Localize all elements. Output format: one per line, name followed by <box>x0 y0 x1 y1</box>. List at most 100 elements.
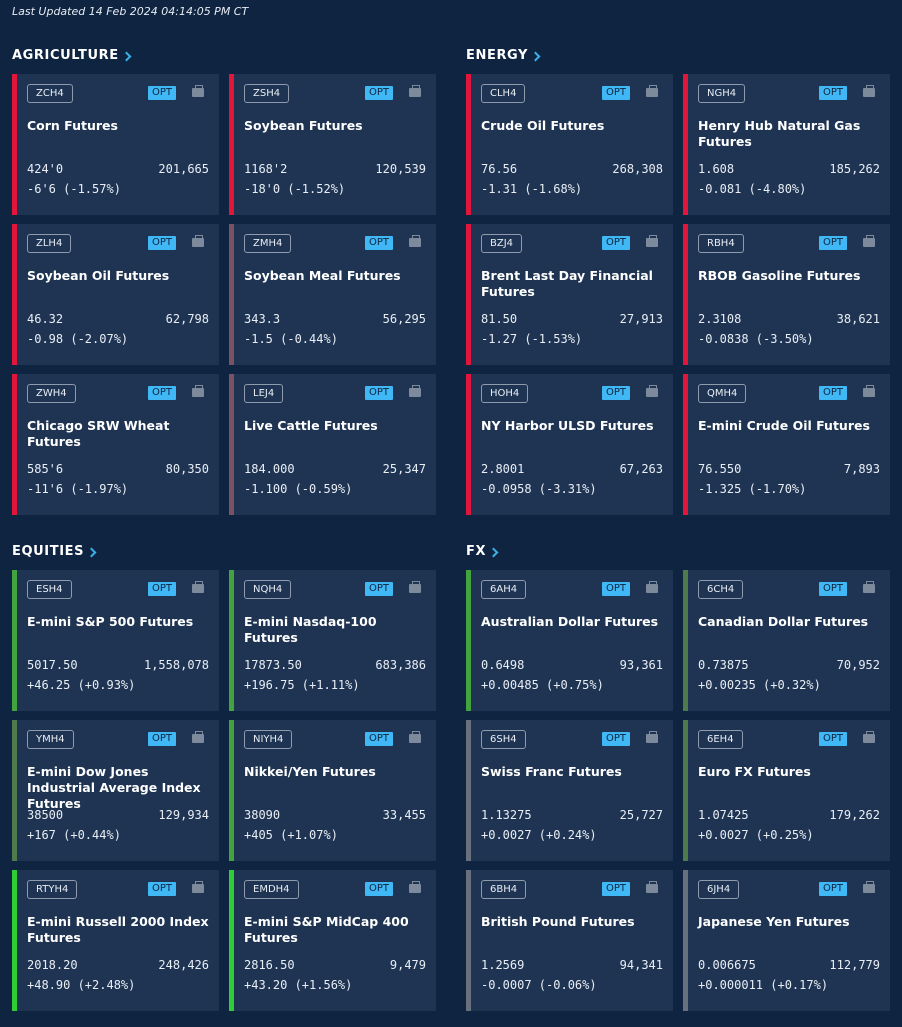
section-title-agriculture[interactable]: AGRICULTURE <box>12 48 132 63</box>
contract-code-badge[interactable]: ZCH4 <box>27 84 73 103</box>
futures-card[interactable]: 6JH4 OPT Japanese Yen Futures 0.006675 112,7… <box>683 870 890 1011</box>
futures-card[interactable]: ZWH4 OPT Chicago SRW Wheat Futures 585'6 80,… <box>12 374 219 515</box>
contract-code-badge[interactable]: EMDH4 <box>244 880 299 899</box>
options-badge[interactable]: OPT <box>819 582 848 596</box>
briefcase-icon[interactable] <box>646 235 658 247</box>
contract-code-badge[interactable]: 6CH4 <box>698 580 744 599</box>
contract-code-badge[interactable]: ZLH4 <box>27 234 72 253</box>
briefcase-icon[interactable] <box>409 85 421 97</box>
options-badge[interactable]: OPT <box>602 236 631 250</box>
briefcase-icon[interactable] <box>409 731 421 743</box>
options-badge[interactable]: OPT <box>819 882 848 896</box>
section-title-equities[interactable]: EQUITIES <box>12 544 97 559</box>
contract-code-badge[interactable]: ZWH4 <box>27 384 76 403</box>
options-badge[interactable]: OPT <box>819 236 848 250</box>
briefcase-icon[interactable] <box>192 235 204 247</box>
futures-card[interactable]: NGH4 OPT Henry Hub Natural Gas Futures 1.60… <box>683 74 890 215</box>
contract-code-badge[interactable]: 6AH4 <box>481 580 527 599</box>
futures-card[interactable]: ZLH4 OPT Soybean Oil Futures 46.32 62,798 -0.… <box>12 224 219 365</box>
futures-card[interactable]: YMH4 OPT E-mini Dow Jones Industrial Avera… <box>12 720 219 861</box>
options-badge[interactable]: OPT <box>602 732 631 746</box>
contract-code-badge[interactable]: 6BH4 <box>481 880 527 899</box>
futures-card[interactable]: CLH4 OPT Crude Oil Futures 76.56 268,308 -1.3… <box>466 74 673 215</box>
futures-card[interactable]: 6SH4 OPT Swiss Franc Futures 1.13275 25,727 +… <box>466 720 673 861</box>
briefcase-icon[interactable] <box>646 85 658 97</box>
options-badge[interactable]: OPT <box>365 732 394 746</box>
options-badge[interactable]: OPT <box>148 582 177 596</box>
futures-card[interactable]: 6BH4 OPT British Pound Futures 1.2569 94,341… <box>466 870 673 1011</box>
contract-code-badge[interactable]: CLH4 <box>481 84 526 103</box>
options-badge[interactable]: OPT <box>148 732 177 746</box>
futures-card[interactable]: 6AH4 OPT Australian Dollar Futures 0.6498 93… <box>466 570 673 711</box>
options-badge[interactable]: OPT <box>819 386 848 400</box>
futures-card[interactable]: HOH4 OPT NY Harbor ULSD Futures 2.8001 67,26… <box>466 374 673 515</box>
briefcase-icon[interactable] <box>863 385 875 397</box>
futures-card[interactable]: 6EH4 OPT Euro FX Futures 1.07425 179,262 +0.0… <box>683 720 890 861</box>
briefcase-icon[interactable] <box>409 881 421 893</box>
futures-card[interactable]: NQH4 OPT E-mini Nasdaq-100 Futures 17873.50… <box>229 570 436 711</box>
briefcase-icon[interactable] <box>409 385 421 397</box>
options-badge[interactable]: OPT <box>602 582 631 596</box>
options-badge[interactable]: OPT <box>365 582 394 596</box>
briefcase-icon[interactable] <box>409 581 421 593</box>
options-badge[interactable]: OPT <box>602 882 631 896</box>
briefcase-icon[interactable] <box>863 881 875 893</box>
futures-card[interactable]: ESH4 OPT E-mini S&P 500 Futures 5017.50 1,55… <box>12 570 219 711</box>
briefcase-icon[interactable] <box>863 731 875 743</box>
briefcase-icon[interactable] <box>192 581 204 593</box>
contract-code-badge[interactable]: ZMH4 <box>244 234 292 253</box>
contract-code-badge[interactable]: 6SH4 <box>481 730 526 749</box>
briefcase-icon[interactable] <box>863 235 875 247</box>
contract-code-badge[interactable]: YMH4 <box>27 730 74 749</box>
section-title-energy[interactable]: ENERGY <box>466 48 541 63</box>
futures-card[interactable]: QMH4 OPT E-mini Crude Oil Futures 76.550 7,8… <box>683 374 890 515</box>
options-badge[interactable]: OPT <box>148 882 177 896</box>
options-badge[interactable]: OPT <box>365 236 394 250</box>
contract-code-badge[interactable]: ESH4 <box>27 580 72 599</box>
briefcase-icon[interactable] <box>192 85 204 97</box>
contract-code-badge[interactable]: RTYH4 <box>27 880 78 899</box>
contract-code-badge[interactable]: ZSH4 <box>244 84 290 103</box>
briefcase-icon[interactable] <box>192 385 204 397</box>
contract-code-badge[interactable]: 6JH4 <box>698 880 740 899</box>
futures-card[interactable]: 6CH4 OPT Canadian Dollar Futures 0.73875 70,… <box>683 570 890 711</box>
futures-card[interactable]: EMDH4 OPT E-mini S&P MidCap 400 Futures 281… <box>229 870 436 1011</box>
contract-code-badge[interactable]: HOH4 <box>481 384 529 403</box>
futures-card[interactable]: ZSH4 OPT Soybean Futures 1168'2 120,539 -18'0… <box>229 74 436 215</box>
section-title-fx[interactable]: FX <box>466 544 499 559</box>
futures-card[interactable]: RBH4 OPT RBOB Gasoline Futures 2.3108 38,621… <box>683 224 890 365</box>
contract-code-badge[interactable]: NQH4 <box>244 580 292 599</box>
briefcase-icon[interactable] <box>863 581 875 593</box>
options-badge[interactable]: OPT <box>365 882 394 896</box>
briefcase-icon[interactable] <box>409 235 421 247</box>
briefcase-icon[interactable] <box>192 731 204 743</box>
options-badge[interactable]: OPT <box>148 236 177 250</box>
options-badge[interactable]: OPT <box>365 386 394 400</box>
contract-code-badge[interactable]: QMH4 <box>698 384 747 403</box>
futures-card[interactable]: LEJ4 OPT Live Cattle Futures 184.000 25,347 -… <box>229 374 436 515</box>
contract-code-badge[interactable]: NIYH4 <box>244 730 293 749</box>
briefcase-icon[interactable] <box>646 881 658 893</box>
options-badge[interactable]: OPT <box>148 86 177 100</box>
futures-card[interactable]: ZCH4 OPT Corn Futures 424'0 201,665 -6'6 (-1.… <box>12 74 219 215</box>
contract-code-badge[interactable]: BZJ4 <box>481 234 523 253</box>
briefcase-icon[interactable] <box>192 881 204 893</box>
contract-code-badge[interactable]: NGH4 <box>698 84 746 103</box>
futures-card[interactable]: RTYH4 OPT E-mini Russell 2000 Index Future… <box>12 870 219 1011</box>
options-badge[interactable]: OPT <box>148 386 177 400</box>
briefcase-icon[interactable] <box>646 731 658 743</box>
options-badge[interactable]: OPT <box>819 86 848 100</box>
options-badge[interactable]: OPT <box>365 86 394 100</box>
briefcase-icon[interactable] <box>646 581 658 593</box>
options-badge[interactable]: OPT <box>602 86 631 100</box>
briefcase-icon[interactable] <box>863 85 875 97</box>
futures-card[interactable]: ZMH4 OPT Soybean Meal Futures 343.3 56,295 -1… <box>229 224 436 365</box>
options-badge[interactable]: OPT <box>819 732 848 746</box>
contract-code-badge[interactable]: 6EH4 <box>698 730 743 749</box>
contract-code-badge[interactable]: RBH4 <box>698 234 744 253</box>
options-badge[interactable]: OPT <box>602 386 631 400</box>
contract-code-badge[interactable]: LEJ4 <box>244 384 284 403</box>
briefcase-icon[interactable] <box>646 385 658 397</box>
futures-card[interactable]: BZJ4 OPT Brent Last Day Financial Futures 8… <box>466 224 673 365</box>
futures-card[interactable]: NIYH4 OPT Nikkei/Yen Futures 38090 33,455 +40… <box>229 720 436 861</box>
